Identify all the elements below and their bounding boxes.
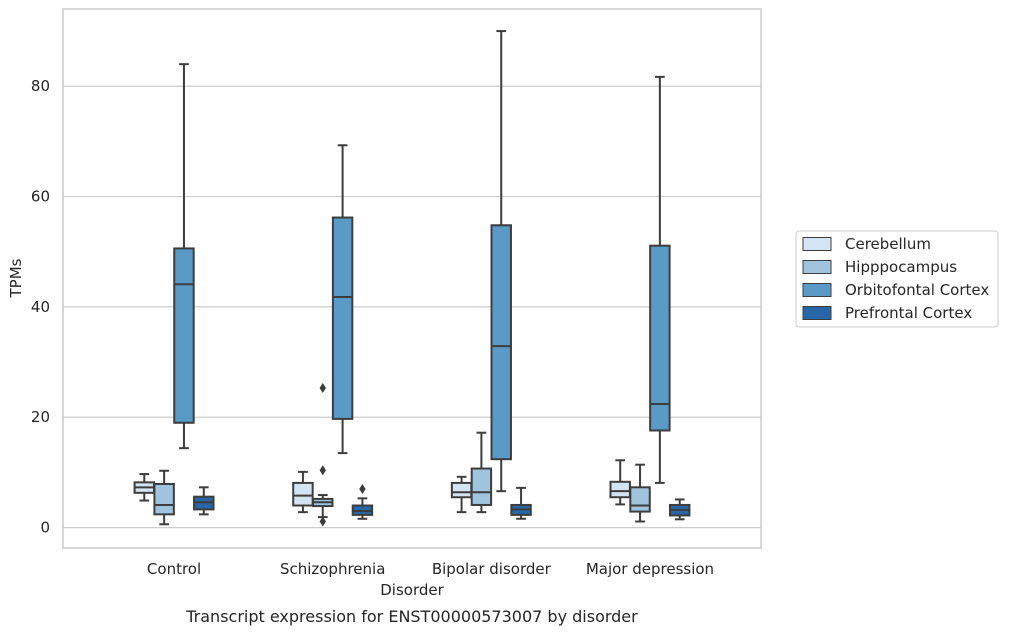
- outlier-point: [319, 383, 326, 394]
- legend-swatch: [802, 237, 832, 251]
- box-0-3: [193, 486, 215, 516]
- iqr-box: [490, 224, 512, 461]
- legend: Cerebellum Hipppocampus Orbitofontal Corte…: [795, 230, 999, 328]
- tick-labels: 0 20 40 60 80 Control Schizophrenia Bipolar dis…: [31, 77, 714, 578]
- box-3-3: [668, 498, 691, 521]
- legend-label: Prefrontal Cortex: [845, 304, 972, 322]
- box-2-0: [450, 475, 473, 514]
- x-tick-label: Major depression: [586, 560, 714, 578]
- legend-swatch: [802, 260, 832, 274]
- x-tick-label: Schizophrenia: [280, 560, 385, 578]
- x-axis-label: Disorder: [380, 581, 444, 599]
- iqr-box: [609, 480, 631, 499]
- iqr-box: [173, 247, 195, 424]
- y-tick-label: 40: [31, 298, 50, 316]
- legend-swatch: [802, 306, 832, 320]
- chart-caption: Transcript expression for ENST0000057300…: [185, 607, 638, 626]
- iqr-box: [629, 486, 651, 513]
- legend-label: Cerebellum: [845, 235, 931, 253]
- y-tick-label: 20: [31, 408, 50, 426]
- boxes: [133, 30, 691, 527]
- iqr-box: [153, 483, 175, 516]
- legend-label: Hipppocampus: [845, 258, 957, 276]
- legend-frame: [795, 230, 999, 328]
- iqr-box: [331, 216, 354, 420]
- outlier-point: [359, 483, 366, 494]
- box-2-3: [510, 486, 532, 520]
- iqr-box: [292, 481, 314, 507]
- box-1-3: [351, 483, 374, 520]
- iqr-box: [450, 481, 473, 499]
- legend-swatch: [802, 283, 832, 297]
- x-tick-label: Control: [147, 560, 201, 578]
- box-3-2: [649, 75, 671, 484]
- outlier-point: [319, 465, 326, 476]
- box-0-0: [133, 473, 156, 502]
- iqr-box: [470, 467, 493, 506]
- box-0-2: [173, 63, 195, 450]
- outlier-point: [319, 516, 326, 527]
- y-tick-label: 60: [31, 188, 50, 206]
- y-tick-label: 80: [31, 77, 50, 95]
- y-tick-label: 0: [40, 519, 50, 537]
- box-2-1: [470, 431, 493, 514]
- legend-label: Orbitofontal Cortex: [845, 281, 989, 299]
- box-3-0: [609, 459, 631, 506]
- box-1-2: [331, 144, 354, 455]
- plot-frame: [62, 8, 762, 549]
- y-axis-label: TPMs: [7, 258, 25, 298]
- iqr-box: [649, 244, 671, 432]
- box-2-2: [490, 30, 512, 493]
- box-3-1: [629, 463, 651, 523]
- x-tick-label: Bipolar disorder: [432, 560, 552, 578]
- box-1-0: [292, 470, 314, 514]
- box-0-1: [153, 469, 175, 526]
- gridlines: [63, 85, 761, 529]
- box-1-1: [312, 383, 334, 527]
